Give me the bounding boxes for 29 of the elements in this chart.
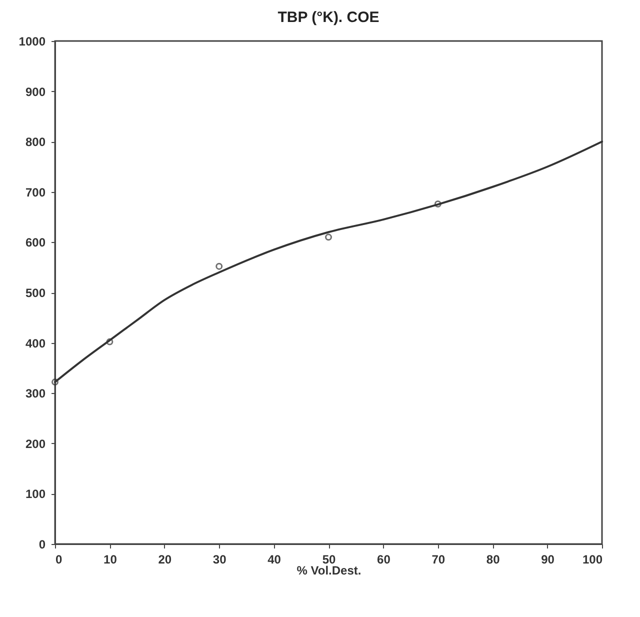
x-tick-label: 20 (158, 552, 172, 566)
x-tick-label: 70 (432, 552, 446, 566)
y-tick-label: 200 (25, 436, 46, 451)
y-tick-label: 700 (25, 185, 46, 200)
x-axis-title: % Vol.Dest. (296, 564, 362, 578)
y-tick-label: 500 (25, 286, 46, 300)
y-tick-label: 800 (25, 135, 46, 150)
y-tick-label: 100 (25, 487, 46, 502)
y-tick-label: 1000 (18, 34, 46, 48)
x-tick-label: 10 (104, 552, 118, 566)
y-tick-label: 600 (25, 236, 46, 250)
point (106, 338, 114, 346)
x-tick-label: 50 (322, 552, 336, 566)
line-series (54, 140, 603, 384)
x-tick-label: 0 (56, 552, 62, 566)
x-tick-label: 30 (212, 552, 227, 566)
x-tick-label: 80 (486, 552, 500, 566)
y-tick-label: 400 (25, 336, 46, 350)
x-tick-label: 100 (582, 552, 603, 566)
point (434, 200, 442, 208)
y-tick-label: 900 (25, 84, 46, 99)
x-tick-label: 60 (377, 552, 391, 566)
y-tick-label: 300 (25, 386, 46, 401)
x-tick-label: 90 (541, 552, 555, 566)
x-tick-label: 40 (268, 552, 282, 566)
point (216, 262, 223, 270)
y-tick-label: 0 (38, 538, 46, 552)
chart-title: TBP (°K). COE (278, 9, 380, 26)
point (325, 234, 332, 241)
